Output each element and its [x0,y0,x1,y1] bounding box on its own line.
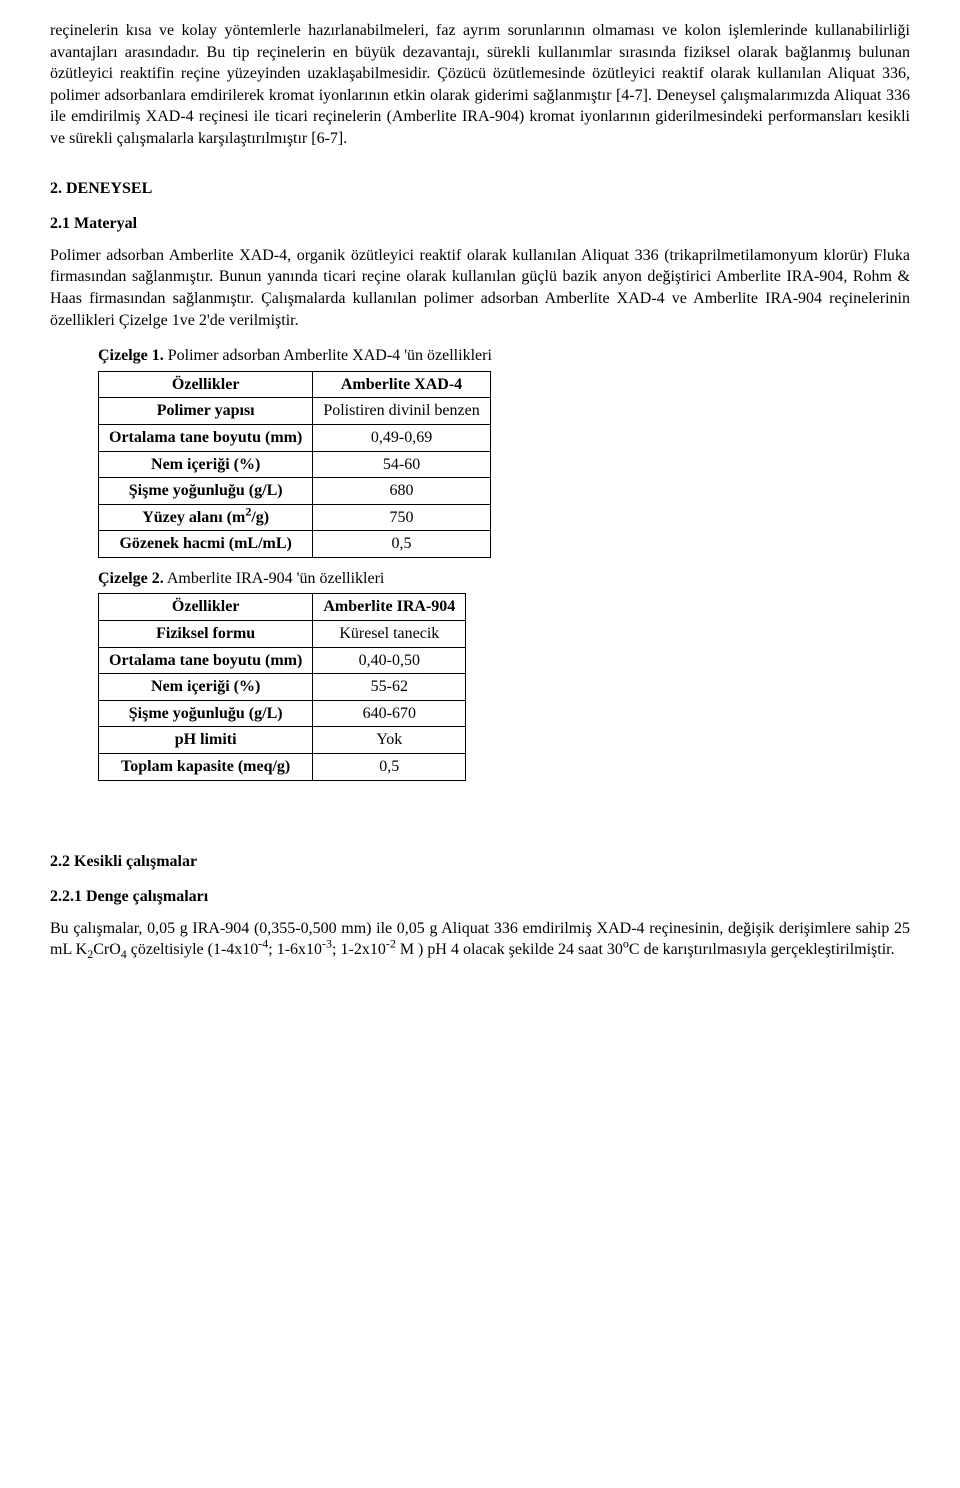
table-cell-label: Ortalama tane boyutu (mm) [99,647,313,674]
section-2-2-heading: 2.2 Kesikli çalışmalar [50,851,910,873]
table-2-caption-rest: Amberlite IRA-904 'ün özellikleri [164,570,385,587]
table-1-caption-rest: Polimer adsorban Amberlite XAD-4 'ün öze… [164,347,492,364]
table-cell-value: Polistiren divinil benzen [313,398,490,425]
table-cell-value: 0,40-0,50 [313,647,466,674]
table-cell-label: Nem içeriği (%) [99,674,313,701]
table-row: Ortalama tane boyutu (mm)0,49-0,69 [99,424,491,451]
table-1-caption-bold: Çizelge 1. [98,347,164,364]
table-1-header-left: Özellikler [99,371,313,398]
table-2-header-left: Özellikler [99,594,313,621]
table-1: Özellikler Amberlite XAD-4 Polimer yapıs… [98,371,491,558]
table-cell-label: Toplam kapasite (meq/g) [99,754,313,781]
table-cell-value: Küresel tanecik [313,621,466,648]
table-row: Şişme yoğunluğu (g/L)640-670 [99,700,466,727]
table-cell-value: 54-60 [313,451,490,478]
table-row: Nem içeriği (%)55-62 [99,674,466,701]
table-cell-value: 0,5 [313,754,466,781]
intro-paragraph: reçinelerin kısa ve kolay yöntemlerle ha… [50,20,910,150]
table-2: Özellikler Amberlite IRA-904 Fiziksel fo… [98,593,466,780]
table-2-caption: Çizelge 2. Amberlite IRA-904 'ün özellik… [98,568,910,590]
table-2-block: Çizelge 2. Amberlite IRA-904 'ün özellik… [98,568,910,781]
table-cell-value: 0,5 [313,531,490,558]
table-cell-label: Fiziksel formu [99,621,313,648]
table-cell-label: Ortalama tane boyutu (mm) [99,424,313,451]
table-cell-value: 55-62 [313,674,466,701]
table-row: Gözenek hacmi (mL/mL)0,5 [99,531,491,558]
table-row: Şişme yoğunluğu (g/L)680 [99,478,491,505]
table-2-caption-bold: Çizelge 2. [98,570,164,587]
table-row: Yüzey alanı (m2/g)750 [99,504,491,531]
table-row: Ortalama tane boyutu (mm)0,40-0,50 [99,647,466,674]
table-cell-value: 640-670 [313,700,466,727]
table-cell-label: Yüzey alanı (m2/g) [99,504,313,531]
table-cell-label: pH limiti [99,727,313,754]
table-cell-value: 750 [313,504,490,531]
table-cell-value: Yok [313,727,466,754]
table-row: Toplam kapasite (meq/g)0,5 [99,754,466,781]
table-1-block: Çizelge 1. Polimer adsorban Amberlite XA… [98,345,910,558]
section-2-1-paragraph: Polimer adsorban Amberlite XAD-4, organi… [50,245,910,331]
table-2-header-right: Amberlite IRA-904 [313,594,466,621]
section-2-2-1-heading: 2.2.1 Denge çalışmaları [50,886,910,908]
table-row: Nem içeriği (%)54-60 [99,451,491,478]
table-cell-label: Nem içeriği (%) [99,451,313,478]
table-1-caption: Çizelge 1. Polimer adsorban Amberlite XA… [98,345,910,367]
closing-paragraph: Bu çalışmalar, 0,05 g IRA-904 (0,355-0,5… [50,918,910,961]
table-cell-label: Şişme yoğunluğu (g/L) [99,700,313,727]
table-cell-value: 0,49-0,69 [313,424,490,451]
table-cell-label: Polimer yapısı [99,398,313,425]
section-2-1-heading: 2.1 Materyal [50,213,910,235]
table-row: Polimer yapısıPolistiren divinil benzen [99,398,491,425]
table-cell-label: Şişme yoğunluğu (g/L) [99,478,313,505]
table-cell-label: Gözenek hacmi (mL/mL) [99,531,313,558]
table-row: pH limitiYok [99,727,466,754]
table-1-header-right: Amberlite XAD-4 [313,371,490,398]
section-2-heading: 2. DENEYSEL [50,178,910,200]
table-row: Fiziksel formuKüresel tanecik [99,621,466,648]
table-cell-value: 680 [313,478,490,505]
